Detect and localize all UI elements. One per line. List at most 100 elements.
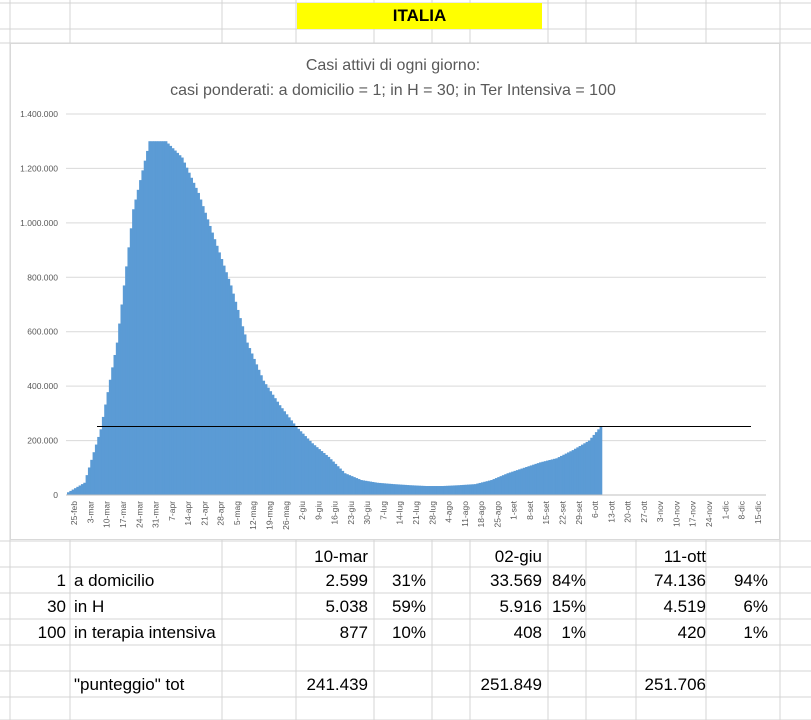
data-bar [225, 272, 228, 495]
data-bar [515, 470, 519, 495]
y-tick-label: 400.000 [27, 381, 58, 391]
data-bar [550, 459, 554, 495]
row-weight[interactable]: 30 [47, 597, 66, 616]
data-bar [180, 157, 184, 495]
chart-subtitle: casi ponderati: a domicilio = 1; in H = … [170, 82, 616, 99]
data-bar [373, 482, 377, 495]
y-tick-label: 800.000 [27, 272, 58, 282]
value-cell[interactable]: 420 [677, 623, 706, 642]
value-cell[interactable]: 4.519 [663, 597, 706, 616]
data-bar [213, 239, 217, 495]
data-bar [127, 247, 131, 495]
sheet-title-cell[interactable]: ITALIA [297, 3, 542, 29]
data-bar [269, 391, 273, 495]
value-cell[interactable]: 74.136 [654, 571, 706, 590]
data-bar [106, 392, 110, 495]
row-weight[interactable]: 1 [56, 571, 66, 590]
data-bar [371, 481, 375, 495]
data-bar [576, 447, 580, 495]
x-tick-label: 3-nov [655, 500, 665, 522]
data-bar [485, 481, 489, 495]
data-bar [67, 492, 70, 495]
pct-cell[interactable]: 6% [743, 597, 768, 616]
chart-object[interactable]: Casi attivi di ogni giorno: casi pondera… [10, 43, 780, 540]
x-tick-label: 3-mar [85, 501, 95, 523]
x-tick-label: 17-nov [688, 500, 698, 527]
data-bar [325, 454, 328, 495]
data-bar [178, 155, 182, 495]
data-bar [155, 141, 159, 495]
data-bar [229, 285, 233, 495]
pct-cell[interactable]: 31% [391, 571, 426, 590]
data-bar [499, 476, 503, 495]
data-bar [125, 266, 128, 495]
data-bar [220, 259, 224, 495]
value-cell[interactable]: 33.569 [490, 571, 542, 590]
data-bar [480, 482, 484, 495]
row-label[interactable]: in terapia intensiva [74, 623, 216, 642]
data-bar [211, 232, 214, 495]
data-bar [387, 483, 391, 495]
data-bar [336, 466, 340, 495]
data-bar [285, 414, 289, 495]
data-bar [73, 488, 77, 495]
data-bar [239, 318, 242, 495]
data-bar [399, 484, 403, 495]
data-bar [453, 485, 456, 495]
col-date-1[interactable]: 10-mar [314, 547, 368, 566]
pct-cell[interactable]: 10% [391, 623, 426, 642]
data-bar [332, 461, 335, 495]
data-bar [150, 141, 154, 495]
total-cell[interactable]: 251.706 [644, 675, 706, 694]
pct-cell[interactable]: 59% [391, 597, 426, 616]
data-bar [232, 293, 235, 495]
x-tick-label: 1-dic [720, 500, 730, 519]
value-cell[interactable]: 2.599 [325, 571, 368, 590]
data-bar [343, 473, 347, 495]
data-bar [94, 444, 98, 495]
data-bar [199, 199, 203, 495]
data-bar [560, 455, 563, 495]
value-cell[interactable]: 877 [339, 623, 368, 642]
total-cell[interactable]: 251.849 [480, 675, 542, 694]
pct-cell[interactable]: 1% [743, 623, 768, 642]
total-cell[interactable]: 241.439 [306, 675, 368, 694]
data-bar [129, 228, 133, 496]
data-bar [564, 453, 568, 495]
x-tick-label: 29-set [574, 500, 584, 524]
row-label[interactable]: in H [74, 597, 105, 616]
x-tick-label: 25-feb [69, 501, 79, 525]
total-label[interactable]: "punteggio" tot [74, 675, 185, 694]
data-bar [469, 484, 473, 495]
value-cell[interactable]: 5.038 [325, 597, 368, 616]
data-bar [369, 481, 373, 495]
data-bar [390, 483, 393, 495]
value-cell[interactable]: 408 [513, 623, 542, 642]
data-bar [304, 436, 307, 495]
x-tick-label: 30-giu [362, 501, 372, 525]
data-bar [113, 354, 117, 495]
data-bar [425, 486, 428, 495]
data-bar [167, 143, 170, 495]
value-cell[interactable]: 5.916 [499, 597, 542, 616]
col-date-2[interactable]: 02-giu [494, 547, 542, 566]
data-bar [183, 162, 187, 496]
data-bar [311, 443, 314, 495]
data-bar [529, 465, 533, 495]
pct-cell[interactable]: 15% [551, 597, 586, 616]
pct-cell[interactable]: 94% [733, 571, 768, 590]
data-bar [99, 429, 103, 495]
y-tick-label: 200.000 [27, 436, 58, 446]
data-bar [76, 486, 80, 495]
x-tick-label: 17-mar [118, 501, 128, 528]
col-date-3[interactable]: 11-ott [663, 547, 706, 566]
pct-cell[interactable]: 84% [551, 571, 586, 590]
data-bar [557, 457, 561, 495]
pct-cell[interactable]: 1% [561, 623, 586, 642]
data-bar [320, 451, 324, 495]
data-bar [339, 468, 342, 495]
row-weight[interactable]: 100 [37, 623, 66, 642]
row-label[interactable]: a domicilio [74, 571, 155, 590]
data-bar [583, 443, 587, 495]
